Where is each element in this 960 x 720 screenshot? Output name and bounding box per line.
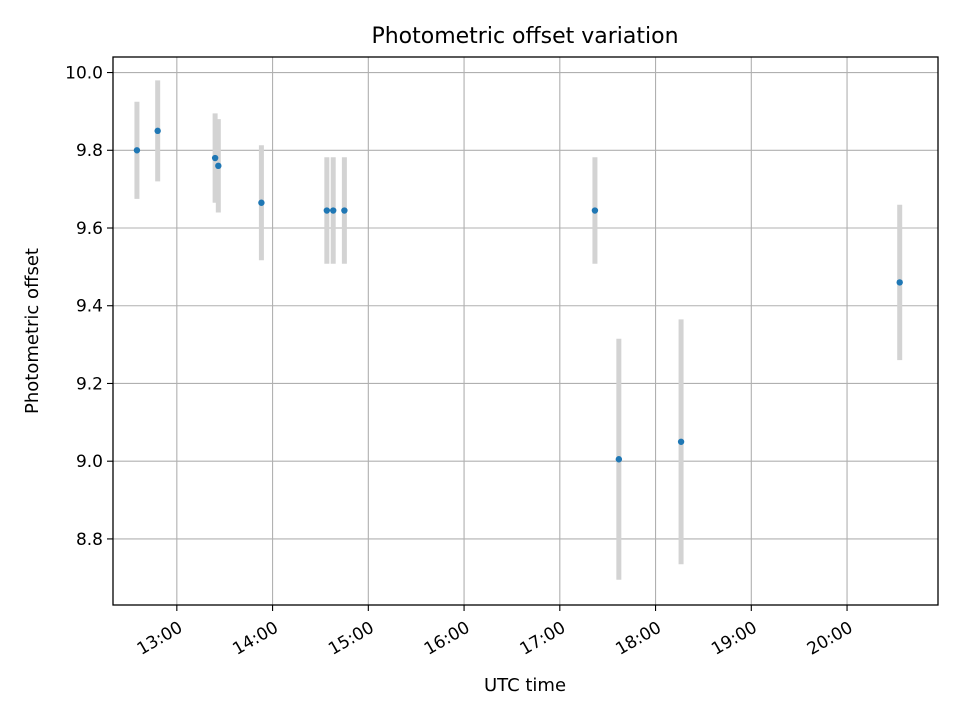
y-tick-label: 9.0 bbox=[76, 452, 103, 472]
error-bars bbox=[134, 80, 903, 580]
y-tick-label: 9.6 bbox=[76, 219, 103, 239]
x-tick-label: 15:00 bbox=[325, 618, 377, 660]
x-tick-label: 20:00 bbox=[804, 618, 856, 660]
y-tick-label: 9.8 bbox=[76, 141, 103, 161]
x-tick-label: 19:00 bbox=[708, 618, 760, 660]
data-point bbox=[677, 438, 685, 445]
data-point bbox=[323, 207, 331, 214]
data-point bbox=[896, 279, 903, 286]
data-point bbox=[215, 162, 222, 170]
x-tick-label: 18:00 bbox=[612, 618, 664, 660]
x-tick-label: 16:00 bbox=[421, 618, 473, 660]
grid-lines bbox=[113, 57, 938, 605]
y-tick-label: 9.2 bbox=[76, 374, 103, 394]
x-tick-label: 17:00 bbox=[517, 618, 569, 660]
data-point bbox=[615, 456, 623, 463]
y-tick-label: 10.0 bbox=[65, 63, 103, 83]
data-point bbox=[591, 207, 599, 214]
data-point bbox=[211, 154, 219, 162]
y-axis-label: Photometric offset bbox=[22, 248, 43, 414]
y-tick-label: 9.4 bbox=[76, 297, 103, 317]
plot-frame bbox=[112, 56, 939, 606]
data-point bbox=[133, 147, 141, 154]
x-axis-label: UTC time bbox=[484, 675, 566, 696]
x-tick-label: 14:00 bbox=[229, 618, 281, 660]
y-tick-label: 8.8 bbox=[76, 530, 103, 550]
data-point bbox=[258, 199, 265, 206]
data-point bbox=[341, 207, 348, 214]
x-tick-label: 13:00 bbox=[134, 618, 186, 660]
data-point bbox=[154, 127, 161, 135]
data-points bbox=[133, 127, 903, 463]
x-axis-ticks: 13:00 14:00 15:00 16:00 17:00 18:00 19:00 20:00 bbox=[134, 605, 856, 660]
y-axis-ticks: 8.8 9.0 9.2 9.4 9.6 9.8 10.0 bbox=[65, 63, 113, 550]
chart-title: Photometric offset variation bbox=[371, 24, 678, 49]
data-point bbox=[330, 207, 337, 214]
